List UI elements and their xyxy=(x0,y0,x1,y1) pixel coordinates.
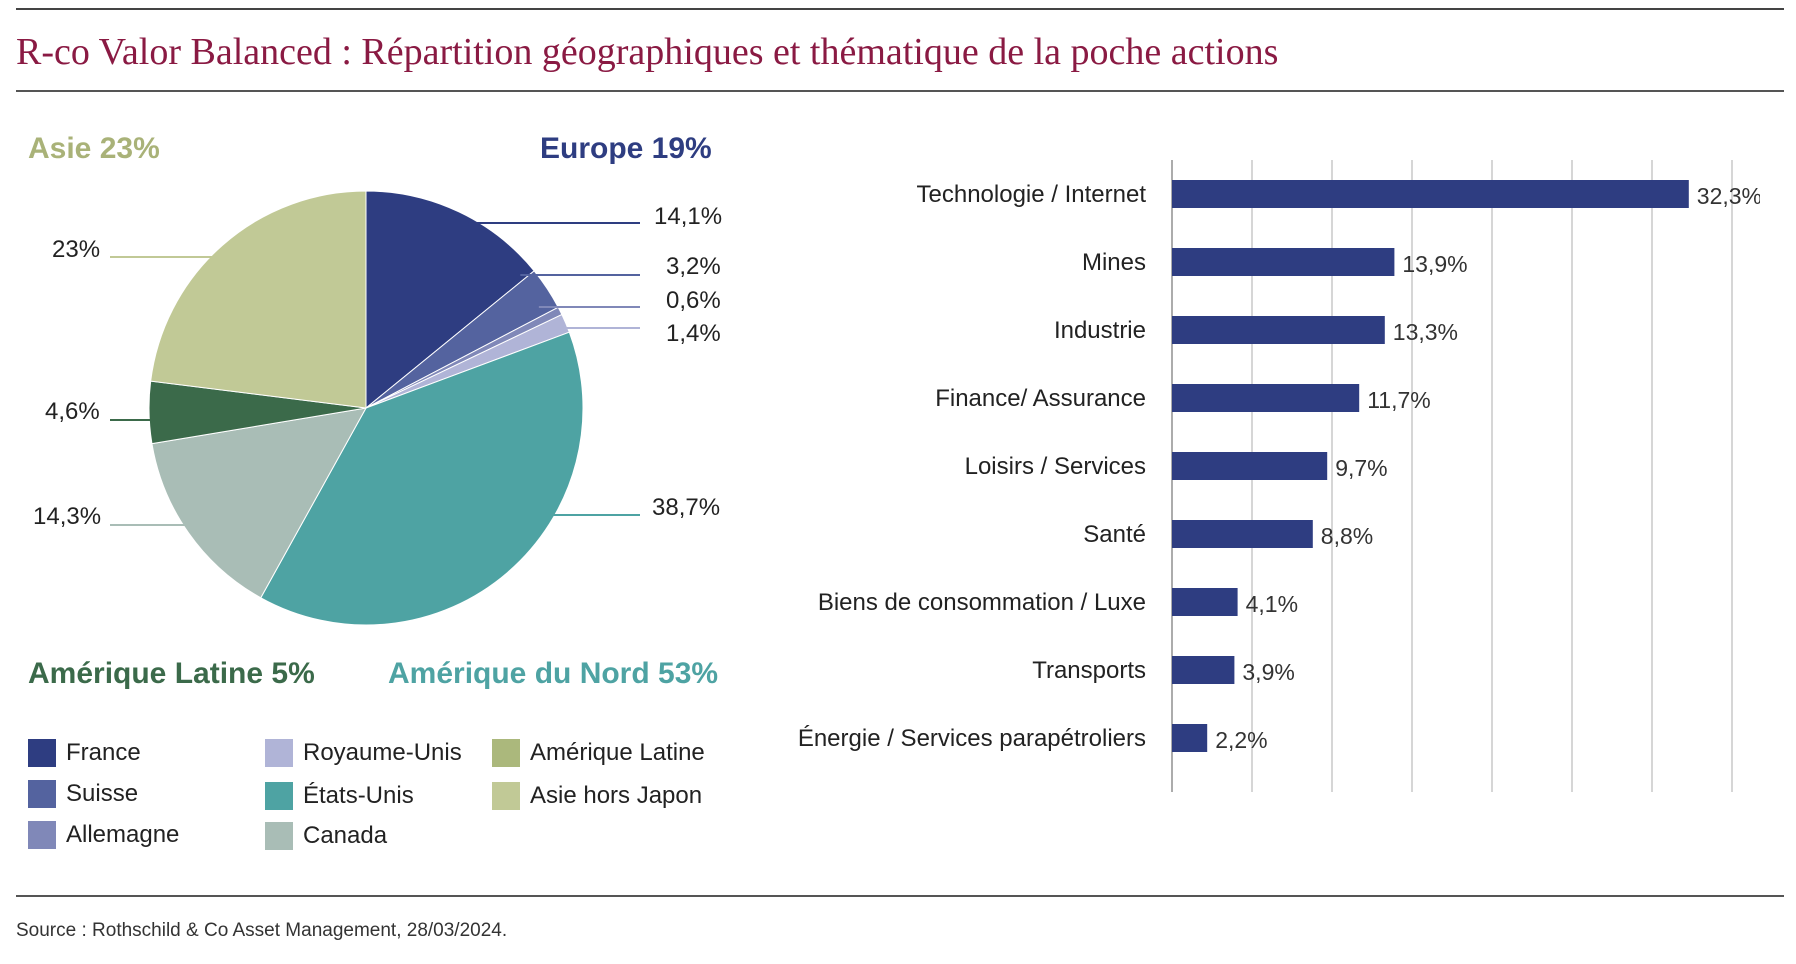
bar-value-label: 2,2% xyxy=(1215,727,1267,753)
pie-label-canada: 14,3% xyxy=(33,503,102,530)
legend-swatch xyxy=(265,739,293,767)
legend-swatch xyxy=(492,782,520,810)
page-title: R-co Valor Balanced : Répartition géogra… xyxy=(16,31,1279,73)
legend-label: États-Unis xyxy=(303,782,414,809)
legend-swatch xyxy=(265,782,293,810)
bar-value-label: 13,3% xyxy=(1393,319,1458,345)
legend-swatch xyxy=(28,821,56,849)
legend-label: Allemagne xyxy=(66,821,180,848)
pie-label-amerique-latine: 4,6% xyxy=(45,398,100,425)
region-asie-label: Asie 23% xyxy=(28,132,160,165)
legend-swatch xyxy=(28,780,56,808)
legend-item-france: France xyxy=(28,739,141,767)
region-europe-label: Europe 19% xyxy=(540,132,712,165)
pie-label-suisse: 3,2% xyxy=(666,253,721,280)
legend-item-canada: Canada xyxy=(265,822,387,850)
legend-swatch xyxy=(265,822,293,850)
legend-swatch xyxy=(492,739,520,767)
bar-value-label: 32,3% xyxy=(1697,183,1760,209)
legend-label: Asie hors Japon xyxy=(530,782,703,809)
pie-label-etats-unis: 38,7% xyxy=(652,494,721,521)
title-rule xyxy=(16,90,1784,92)
legend-item-etats-unis: États-Unis xyxy=(265,782,414,810)
pie-label-allemagne: 0,6% xyxy=(666,287,721,314)
legend-item-amerique-latine: Amérique Latine xyxy=(492,739,705,767)
pie-label-asie: 23% xyxy=(52,236,101,263)
bar xyxy=(1172,724,1208,752)
bar xyxy=(1172,588,1238,616)
legend-label: France xyxy=(66,739,141,766)
bar-value-label: 3,9% xyxy=(1242,659,1294,685)
legend-swatch xyxy=(28,739,56,767)
bar-value-label: 13,9% xyxy=(1402,251,1467,277)
pie-chart xyxy=(110,190,640,626)
top-rule xyxy=(16,8,1784,10)
bar xyxy=(1172,520,1313,548)
region-amerique-latine-label: Amérique Latine 5% xyxy=(28,657,315,690)
legend-label: Suisse xyxy=(66,780,139,807)
legend-item-royaume-unis: Royaume-Unis xyxy=(265,739,462,767)
legend-label: Amérique Latine xyxy=(530,739,705,766)
bar-category-label: Industrie xyxy=(1054,317,1146,344)
legend-label: Canada xyxy=(303,822,388,849)
region-amerique-nord-label: Amérique du Nord 53% xyxy=(388,657,719,690)
bottom-rule xyxy=(16,895,1784,897)
bar-category-label: Mines xyxy=(1082,249,1146,276)
bar-category-label: Énergie / Services parapétroliers xyxy=(798,725,1146,752)
bar-chart: Technologie / Internet Mines Industrie Fina… xyxy=(798,160,1760,792)
legend-item-suisse: Suisse xyxy=(28,780,138,808)
bar xyxy=(1172,452,1328,480)
bar-category-label: Finance/ Assurance xyxy=(935,385,1146,412)
legend-label: Royaume-Unis xyxy=(303,739,462,766)
bar xyxy=(1172,316,1385,344)
bar-category-label: Santé xyxy=(1083,521,1146,548)
bar-category-label: Transports xyxy=(1032,657,1146,684)
bar-value-label: 8,8% xyxy=(1321,523,1373,549)
bar-category-label: Biens de consommation / Luxe xyxy=(818,589,1146,616)
bar xyxy=(1172,656,1235,684)
bar xyxy=(1172,180,1689,208)
pie-slice--tats-unis xyxy=(260,331,584,626)
pie-slice-canada xyxy=(151,407,367,599)
bar-value-label: 4,1% xyxy=(1246,591,1298,617)
bar-value-label: 9,7% xyxy=(1335,455,1387,481)
bar-category-label: Loisirs / Services xyxy=(965,453,1146,480)
bar-category-label: Technologie / Internet xyxy=(917,181,1147,208)
legend-item-allemagne: Allemagne xyxy=(28,821,179,849)
pie-label-royaume-unis: 1,4% xyxy=(666,320,721,347)
pie-label-france: 14,1% xyxy=(654,203,723,230)
pie-slice-asie-hors-japon xyxy=(150,190,367,409)
pie-slice-france xyxy=(365,190,535,410)
legend-item-asie-hors-japon: Asie hors Japon xyxy=(492,782,702,810)
source-note: Source : Rothschild & Co Asset Managemen… xyxy=(16,920,508,941)
bar-value-label: 11,7% xyxy=(1367,387,1431,413)
bar xyxy=(1172,384,1360,412)
bar xyxy=(1172,248,1395,276)
